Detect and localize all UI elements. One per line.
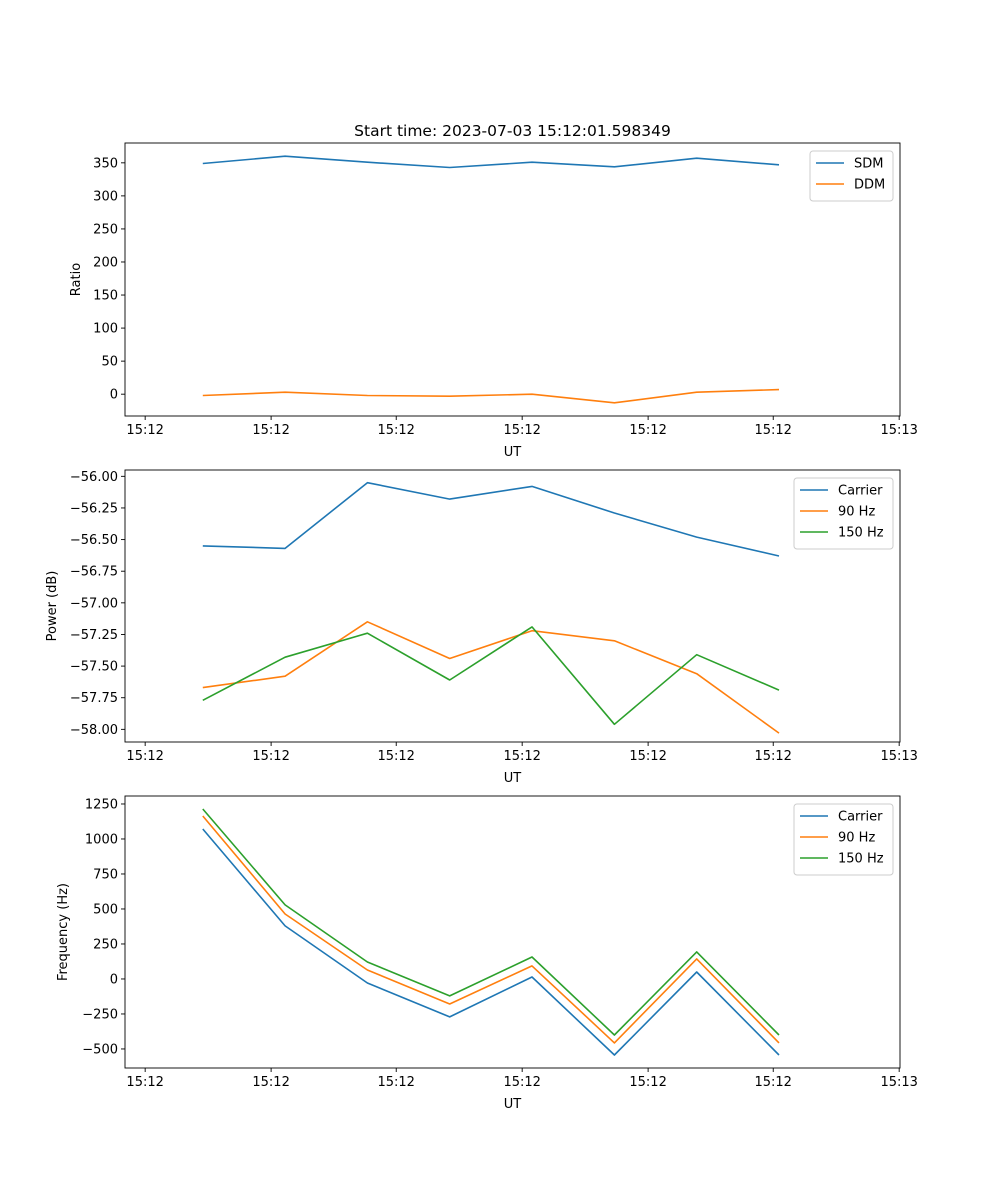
series-line-150-hz [202,626,780,726]
y-axis-label: Power (dB) [45,571,60,642]
x-tick-label: 15:12 [377,423,414,438]
series-line-carrier [202,481,780,557]
subplot-3: 15:12 15:12 15:12 15:12 15:12 15:12 15:13 −500 −… [56,795,918,1112]
x-tick-label: 15:12 [754,1075,791,1090]
y-tick-label: −57.50 [70,660,118,675]
y-tick-label: 350 [93,156,118,171]
y-tick-label: 250 [93,937,118,952]
y-tick-label: −57.75 [70,691,118,706]
y-tick-label: 1250 [85,797,118,812]
y-tick-label: 200 [93,255,118,270]
x-tick-label: 15:12 [629,423,666,438]
axes-frame [124,142,901,417]
y-tick-label: −250 [82,1007,118,1022]
y-axis-label: Ratio [69,263,84,296]
legend-label: 90 Hz [838,505,875,520]
series-line-150-hz [202,808,780,1036]
x-tick-label: 15:12 [252,423,289,438]
series-line-carrier [202,828,780,1056]
x-tick-label: 15:13 [880,749,917,764]
y-tick-label: 500 [93,902,118,917]
legend-label: DDM [854,178,885,193]
legend-label: Carrier [838,484,883,499]
x-tick-label: 15:12 [252,749,289,764]
x-tick-label: 15:12 [503,1075,540,1090]
y-tick-label: 300 [93,189,118,204]
y-tick-label: −56.75 [70,565,118,580]
legend: Carrier 90 Hz 150 Hz [793,803,894,876]
legend-label: 150 Hz [838,526,884,541]
y-tick-label: −500 [82,1042,118,1057]
y-tick-label: 50 [101,355,118,370]
axes-frame [124,469,901,743]
y-tick-label: −56.25 [70,501,118,516]
y-tick-label: 750 [93,867,118,882]
x-tick-label: 15:12 [503,749,540,764]
legend-label: SDM [854,157,883,172]
chart-title: Start time: 2023-07-03 15:12:01.598349 [354,122,671,140]
x-tick-label: 15:12 [754,423,791,438]
x-tick-label: 15:13 [880,423,917,438]
y-axis-label: Frequency (Hz) [56,883,71,981]
x-tick-label: 15:12 [629,1075,666,1090]
legend-label: 90 Hz [838,831,875,846]
subplot-2: 15:12 15:12 15:12 15:12 15:12 15:12 15:13 −58.0… [45,469,918,786]
legend: Carrier 90 Hz 150 Hz [793,477,894,550]
series-line-ddm [202,388,780,404]
y-tick-label: 100 [93,322,118,337]
series-line-90-hz [202,620,780,734]
y-tick-label: 250 [93,222,118,237]
x-tick-label: 15:12 [377,749,414,764]
x-axis-label: UT [504,445,522,460]
x-tick-label: 15:12 [754,749,791,764]
y-tick-label: 1000 [85,832,118,847]
x-axis-label: UT [504,771,522,786]
x-tick-label: 15:12 [126,749,163,764]
legend-label: Carrier [838,810,883,825]
y-tick-label: −57.25 [70,628,118,643]
x-axis-label: UT [504,1097,522,1112]
x-tick-label: 15:12 [629,749,666,764]
axes-frame [124,795,901,1069]
x-tick-label: 15:12 [126,1075,163,1090]
x-tick-label: 15:12 [377,1075,414,1090]
y-tick-label: −57.00 [70,596,118,611]
x-tick-label: 15:12 [126,423,163,438]
legend-label: 150 Hz [838,852,884,867]
y-tick-label: −56.50 [70,533,118,548]
y-tick-label: 0 [110,972,118,987]
x-tick-label: 15:12 [503,423,540,438]
subplot-1: 15:12 15:12 15:12 15:12 15:12 15:12 15:13 0 50 10… [69,122,918,460]
y-tick-label: −56.00 [70,470,118,485]
x-tick-label: 15:13 [880,1075,917,1090]
y-tick-label: 0 [110,388,118,403]
x-tick-label: 15:12 [252,1075,289,1090]
series-line-90-hz [202,815,780,1044]
y-tick-label: −58.00 [70,723,118,738]
y-tick-label: 150 [93,289,118,304]
series-line-sdm [202,155,780,169]
legend: SDM DDM [809,150,894,202]
